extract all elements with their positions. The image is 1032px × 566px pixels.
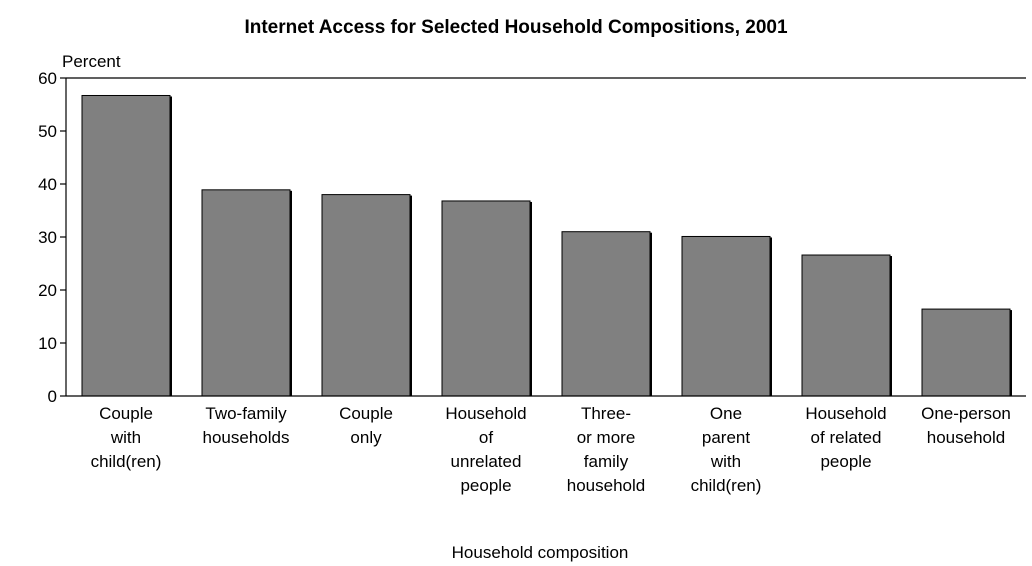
bar <box>441 200 531 397</box>
bars-group <box>81 94 1012 397</box>
bar <box>921 308 1011 397</box>
bar <box>81 94 171 397</box>
y-tick-label: 20 <box>38 281 57 300</box>
bar <box>201 189 291 397</box>
chart-title: Internet Access for Selected Household C… <box>244 17 787 38</box>
bar <box>561 231 651 397</box>
x-tick-label: Household of related people <box>805 404 886 471</box>
y-tick-label: 40 <box>38 175 57 194</box>
bar <box>801 254 891 397</box>
y-tick-label: 60 <box>38 69 57 88</box>
y-tick-label: 30 <box>38 228 57 247</box>
y-axis-label: Percent <box>62 52 121 71</box>
x-tick-label: Couple only <box>339 404 393 447</box>
y-tick-label: 10 <box>38 334 57 353</box>
x-tick-label: Couple with child(ren) <box>91 404 162 471</box>
x-axis-label: Household composition <box>452 543 629 562</box>
x-tick-label: Three-or more family household <box>567 404 645 495</box>
bar <box>681 235 771 397</box>
x-tick-label: One-person household <box>921 404 1011 447</box>
y-axis: 0 10 20 30 40 50 60 <box>38 69 66 406</box>
y-tick-label: 0 <box>48 387 57 406</box>
axes-frame <box>65 77 1026 397</box>
bar <box>321 194 411 397</box>
x-tick-label: One parent with child(ren) <box>691 404 762 495</box>
x-tick-label: Household of unrelated people <box>445 404 526 495</box>
x-axis: Couple with child(ren) Two-family households… <box>91 404 1011 495</box>
x-tick-label: Two-family households <box>203 404 290 447</box>
y-tick-label: 50 <box>38 122 57 141</box>
